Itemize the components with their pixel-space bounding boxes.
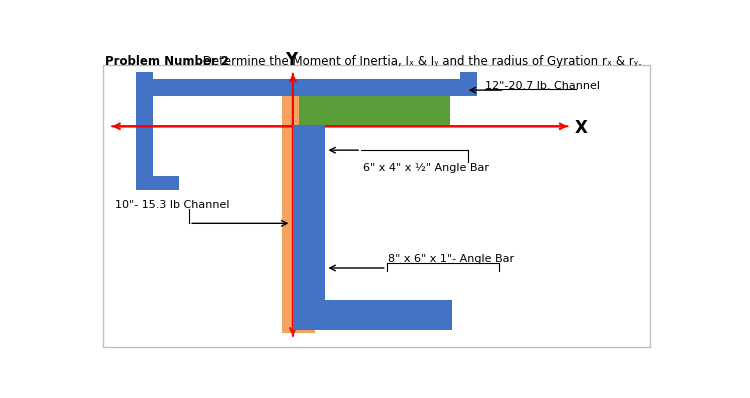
Text: 10"- 15.3 lb Channel: 10"- 15.3 lb Channel [116, 200, 230, 210]
Text: 12"-20.7 lb. Channel: 12"-20.7 lb. Channel [485, 81, 600, 91]
Bar [136, 72, 154, 82]
Text: 8" x 6" x 1"- Angle Bar: 8" x 6" x 1"- Angle Bar [388, 254, 514, 264]
Text: Y: Y [285, 51, 298, 69]
Bar [460, 72, 477, 82]
Text: : Determine the Moment of Inertia, Iₓ & Iᵧ and the radius of Gyration rₓ & rᵧ.: : Determine the Moment of Inertia, Iₓ & … [195, 55, 642, 68]
Bar [293, 125, 326, 302]
Bar [282, 300, 315, 333]
Bar [299, 96, 450, 126]
Bar [136, 176, 179, 190]
Text: X: X [574, 119, 587, 137]
Text: Problem Number 2: Problem Number 2 [104, 55, 229, 68]
Bar [136, 78, 477, 96]
Text: 6" x 4" x ½" Angle Bar: 6" x 4" x ½" Angle Bar [364, 162, 490, 173]
Bar [136, 78, 179, 92]
Bar [136, 78, 154, 190]
Bar [293, 300, 452, 330]
Bar [282, 96, 304, 333]
